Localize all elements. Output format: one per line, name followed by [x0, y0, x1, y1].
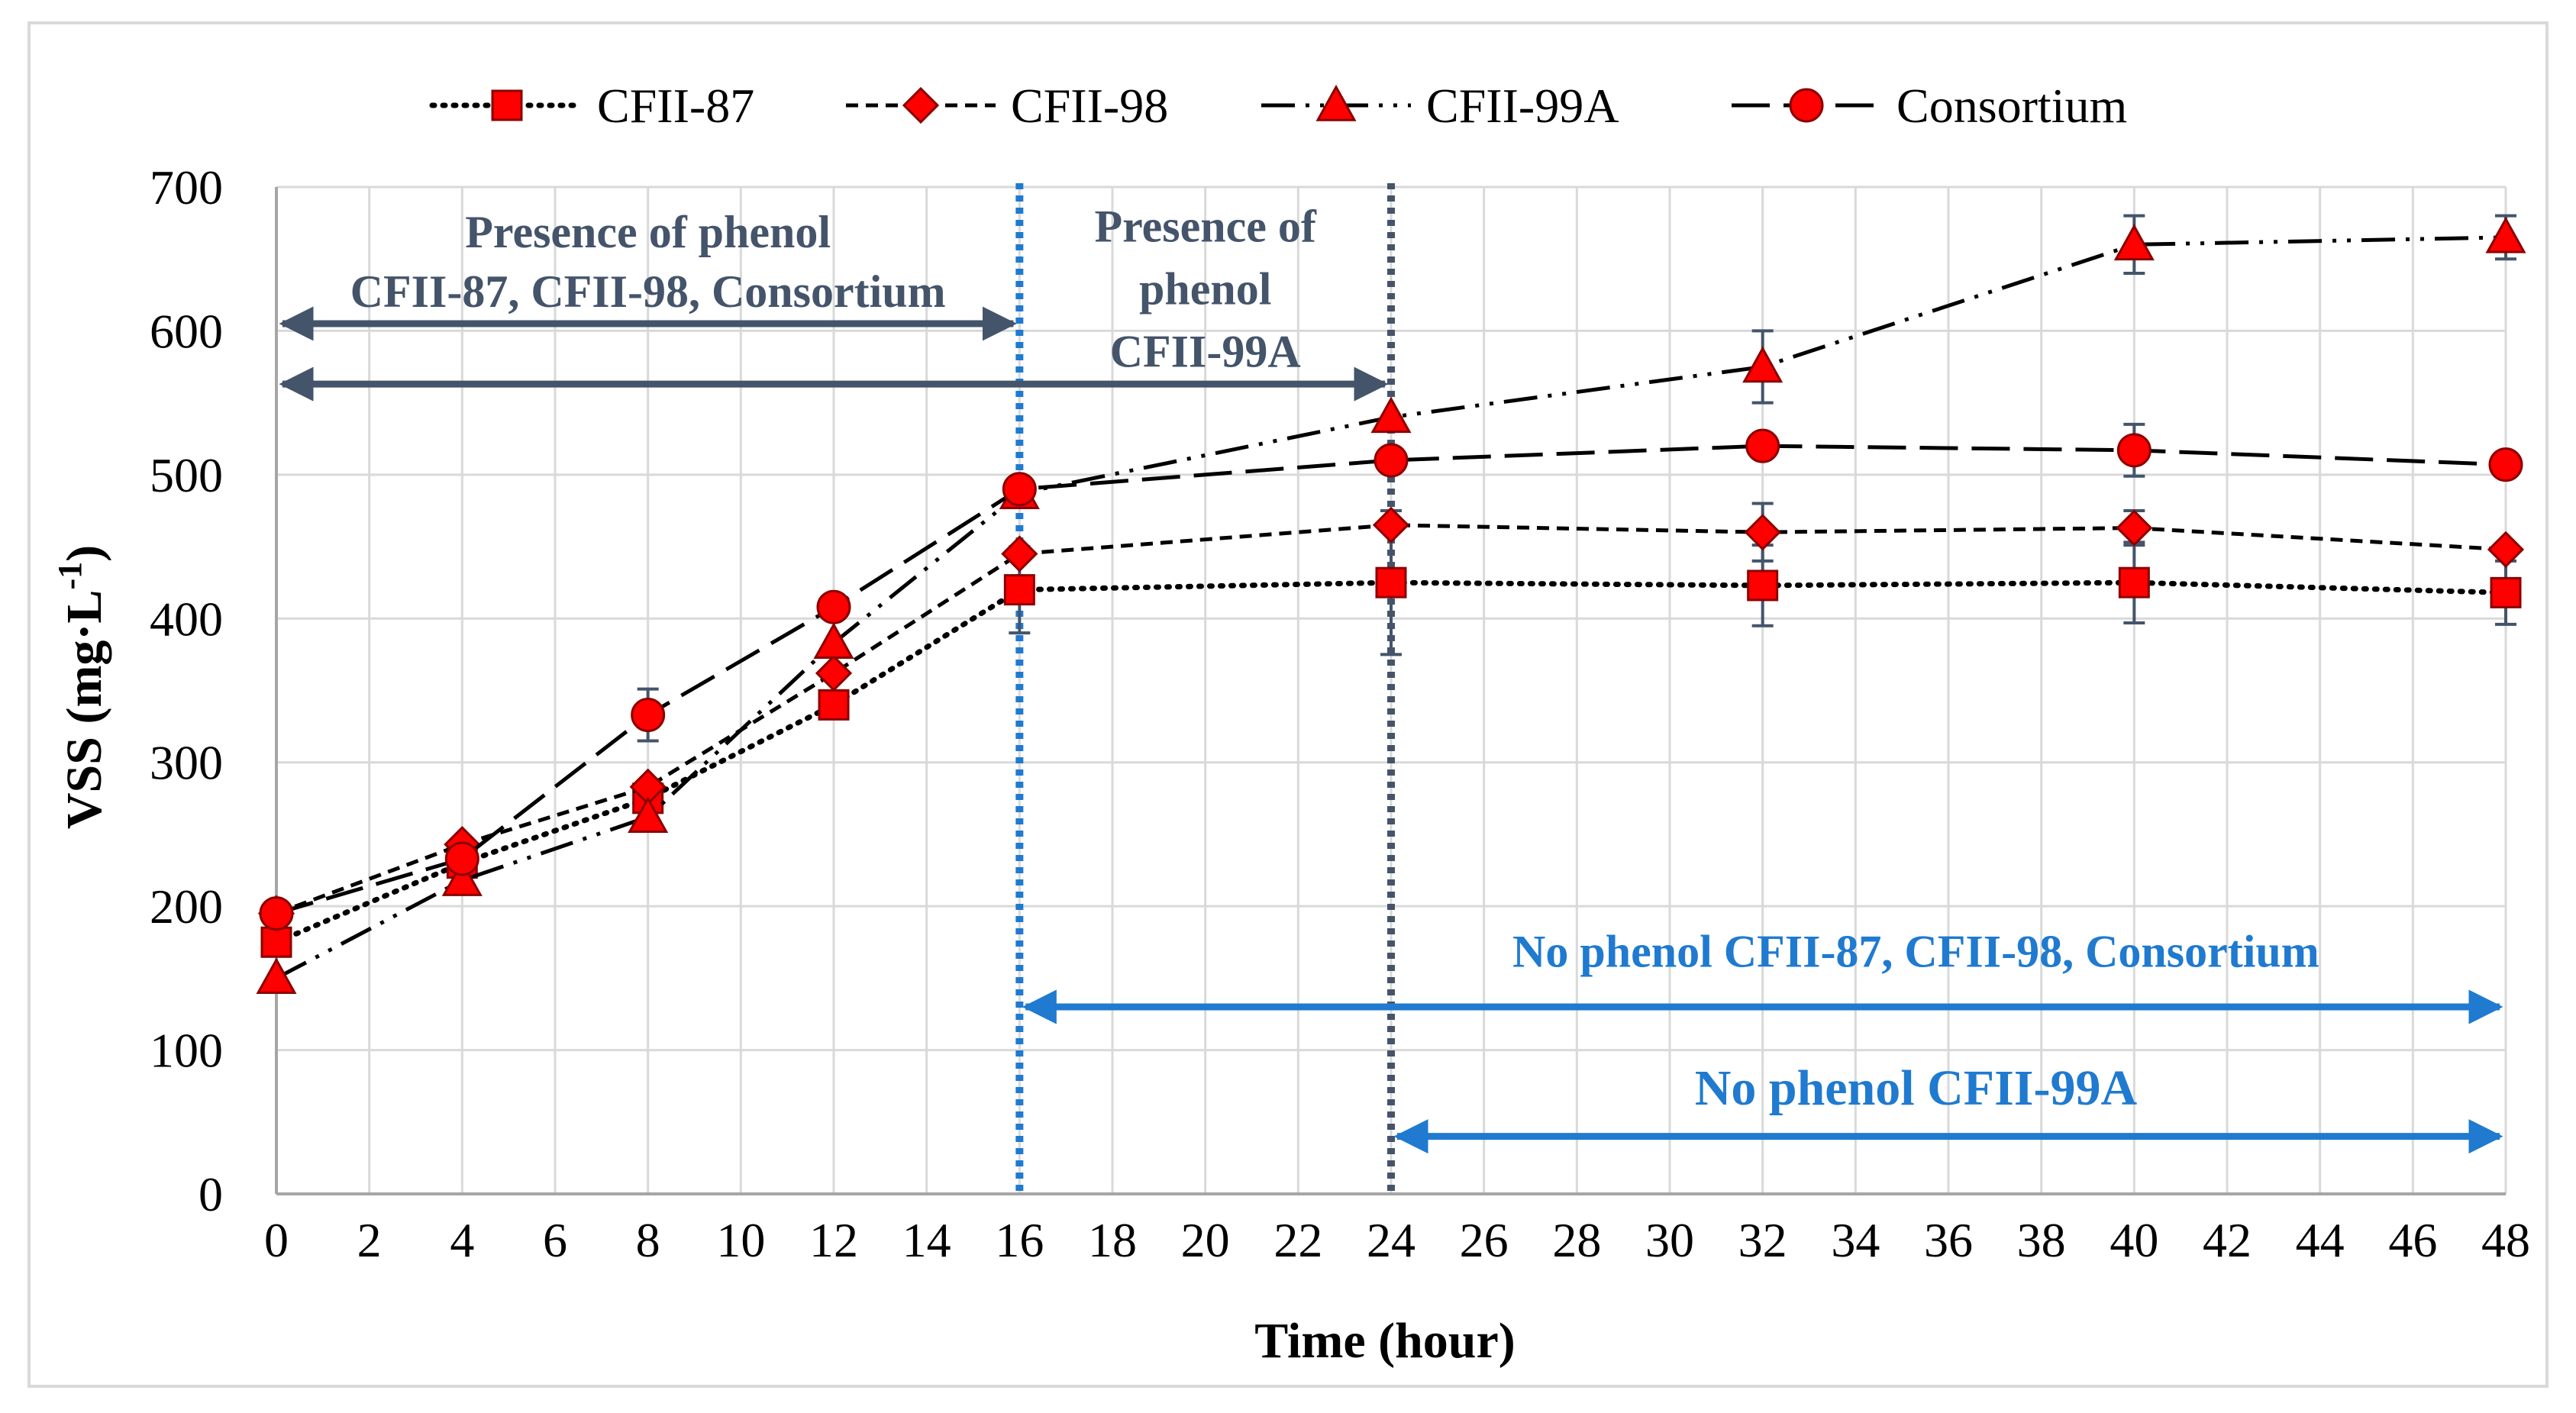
data-point-Consortium-8 — [631, 698, 666, 733]
x-tick-label-32: 32 — [1738, 1213, 1787, 1267]
x-tick-label-26: 26 — [1460, 1213, 1509, 1267]
annotation-1-line-2: CFII-99A — [1110, 327, 1301, 377]
legend: CFII-87 CFII-98 CFII-99A Consortium — [429, 79, 2127, 133]
x-tick-label-18: 18 — [1088, 1213, 1137, 1267]
data-point-Consortium-16 — [1002, 472, 1037, 507]
y-axis-title-superscript: -1 — [51, 562, 89, 590]
data-point-Consortium-12 — [816, 589, 851, 624]
y-tick-label-300: 300 — [150, 736, 223, 790]
x-axis-title: Time (hour) — [1254, 1313, 1516, 1369]
x-tick-label-40: 40 — [2110, 1213, 2158, 1267]
data-point-Consortium-48 — [2488, 447, 2523, 482]
y-tick-label-100: 100 — [150, 1024, 223, 1078]
x-tick-label-28: 28 — [1552, 1213, 1601, 1267]
y-tick-label-400: 400 — [150, 592, 223, 646]
y-axis-title-close: ) — [56, 545, 112, 562]
data-point-CFII-87-0 — [260, 926, 292, 958]
x-tick-label-4: 4 — [450, 1213, 474, 1267]
data-point-CFII-99A-0 — [256, 957, 297, 995]
x-tick-label-10: 10 — [716, 1213, 765, 1267]
y-tick-label-500: 500 — [150, 448, 223, 502]
data-point-CFII-98-32 — [1744, 514, 1781, 551]
legend-marker-CFII-98 — [902, 86, 940, 124]
data-point-CFII-98-16 — [1001, 535, 1038, 573]
x-tick-label-42: 42 — [2203, 1213, 2252, 1267]
annotation-0-line-1: CFII-87, CFII-98, Consortium — [350, 266, 946, 317]
x-tick-label-6: 6 — [543, 1213, 567, 1267]
y-tick-label-700: 700 — [150, 160, 223, 215]
x-tick-label-8: 8 — [636, 1213, 660, 1267]
annotation-3-line-0: No phenol CFII-99A — [1695, 1060, 2138, 1116]
annotation-0-line-0: Presence of phenol — [465, 207, 831, 257]
data-point-CFII-99A-48 — [2485, 216, 2526, 253]
x-tick-label-24: 24 — [1367, 1213, 1416, 1267]
data-point-CFII-87-48 — [2490, 576, 2522, 608]
y-tick-label-200: 200 — [150, 879, 223, 934]
data-point-CFII-99A-40 — [2113, 224, 2155, 261]
data-point-CFII-98-12 — [815, 654, 853, 692]
data-point-CFII-87-16 — [1003, 574, 1035, 606]
phase-divider-lines — [1015, 183, 1395, 1194]
x-tick-label-20: 20 — [1181, 1213, 1230, 1267]
data-point-Consortium-40 — [2116, 433, 2152, 468]
data-point-CFII-98-40 — [2116, 509, 2153, 547]
phase-annotations: Presence of phenol CFII-87, CFII-98, Cons… — [279, 202, 2503, 1154]
data-point-CFII-87-24 — [1375, 566, 1407, 598]
data-point-CFII-99A-32 — [1742, 346, 1784, 383]
x-tick-label-36: 36 — [1924, 1213, 1973, 1267]
x-tick-label-12: 12 — [809, 1213, 858, 1267]
data-point-Consortium-0 — [259, 896, 294, 931]
axes: 0 2 4 6 8 10 12 14 16 18 20 22 24 26 28 30 32 34 36 38 40 42 4… — [150, 160, 2530, 1267]
data-point-Consortium-4 — [444, 841, 479, 876]
data-point-CFII-87-40 — [2118, 566, 2150, 598]
y-tick-label-600: 600 — [150, 304, 223, 358]
x-tick-label-48: 48 — [2481, 1213, 2530, 1267]
data-point-CFII-98-48 — [2487, 531, 2525, 568]
x-tick-label-14: 14 — [902, 1213, 951, 1267]
legend-item-CFII-98: CFII-98 — [846, 79, 1168, 133]
x-tick-label-38: 38 — [2017, 1213, 2066, 1267]
data-point-CFII-99A-8 — [628, 796, 669, 834]
legend-marker-CFII-99A — [1315, 84, 1357, 121]
y-tick-label-0: 0 — [199, 1167, 223, 1221]
legend-item-CFII-87: CFII-87 — [429, 79, 754, 133]
data-point-CFII-99A-24 — [1370, 396, 1412, 434]
data-point-CFII-87-32 — [1747, 569, 1779, 602]
data-point-CFII-99A-4 — [441, 860, 483, 896]
series-CFII-87 — [260, 508, 2522, 958]
annotation-1-line-1: phenol — [1139, 264, 1271, 315]
x-tick-label-46: 46 — [2388, 1213, 2437, 1267]
legend-label-CFII-87: CFII-87 — [597, 79, 754, 133]
data-point-CFII-87-12 — [818, 689, 850, 721]
legend-label-Consortium: Consortium — [1896, 79, 2127, 133]
annotation-1-line-0: Presence of — [1094, 202, 1316, 252]
legend-marker-Consortium — [1789, 88, 1824, 123]
y-axis-title: VSS (mg·L-1) — [51, 545, 112, 829]
series-line-CFII-98 — [276, 523, 2507, 915]
data-point-CFII-98-24 — [1372, 506, 1410, 544]
y-axis-title-main: VSS (mg·L — [56, 590, 112, 830]
data-series — [256, 214, 2526, 995]
x-tick-label-34: 34 — [1831, 1213, 1880, 1267]
data-point-Consortium-32 — [1745, 428, 1780, 463]
x-tick-label-0: 0 — [264, 1213, 289, 1267]
legend-label-CFII-99A: CFII-99A — [1426, 79, 1619, 133]
data-point-Consortium-24 — [1374, 443, 1409, 478]
x-tick-label-30: 30 — [1645, 1213, 1694, 1267]
x-tick-label-16: 16 — [995, 1213, 1044, 1267]
legend-marker-CFII-87 — [491, 89, 523, 121]
annotation-2-line-0: No phenol CFII-87, CFII-98, Consortium — [1512, 926, 2319, 976]
x-tick-label-2: 2 — [357, 1213, 382, 1267]
legend-item-Consortium: Consortium — [1732, 79, 2127, 133]
x-tick-label-44: 44 — [2296, 1213, 2345, 1267]
legend-label-CFII-98: CFII-98 — [1011, 79, 1168, 133]
series-Consortium — [259, 422, 2523, 931]
x-tick-label-22: 22 — [1273, 1213, 1322, 1267]
legend-item-CFII-99A: CFII-99A — [1261, 79, 1619, 133]
data-point-CFII-99A-12 — [813, 622, 854, 660]
